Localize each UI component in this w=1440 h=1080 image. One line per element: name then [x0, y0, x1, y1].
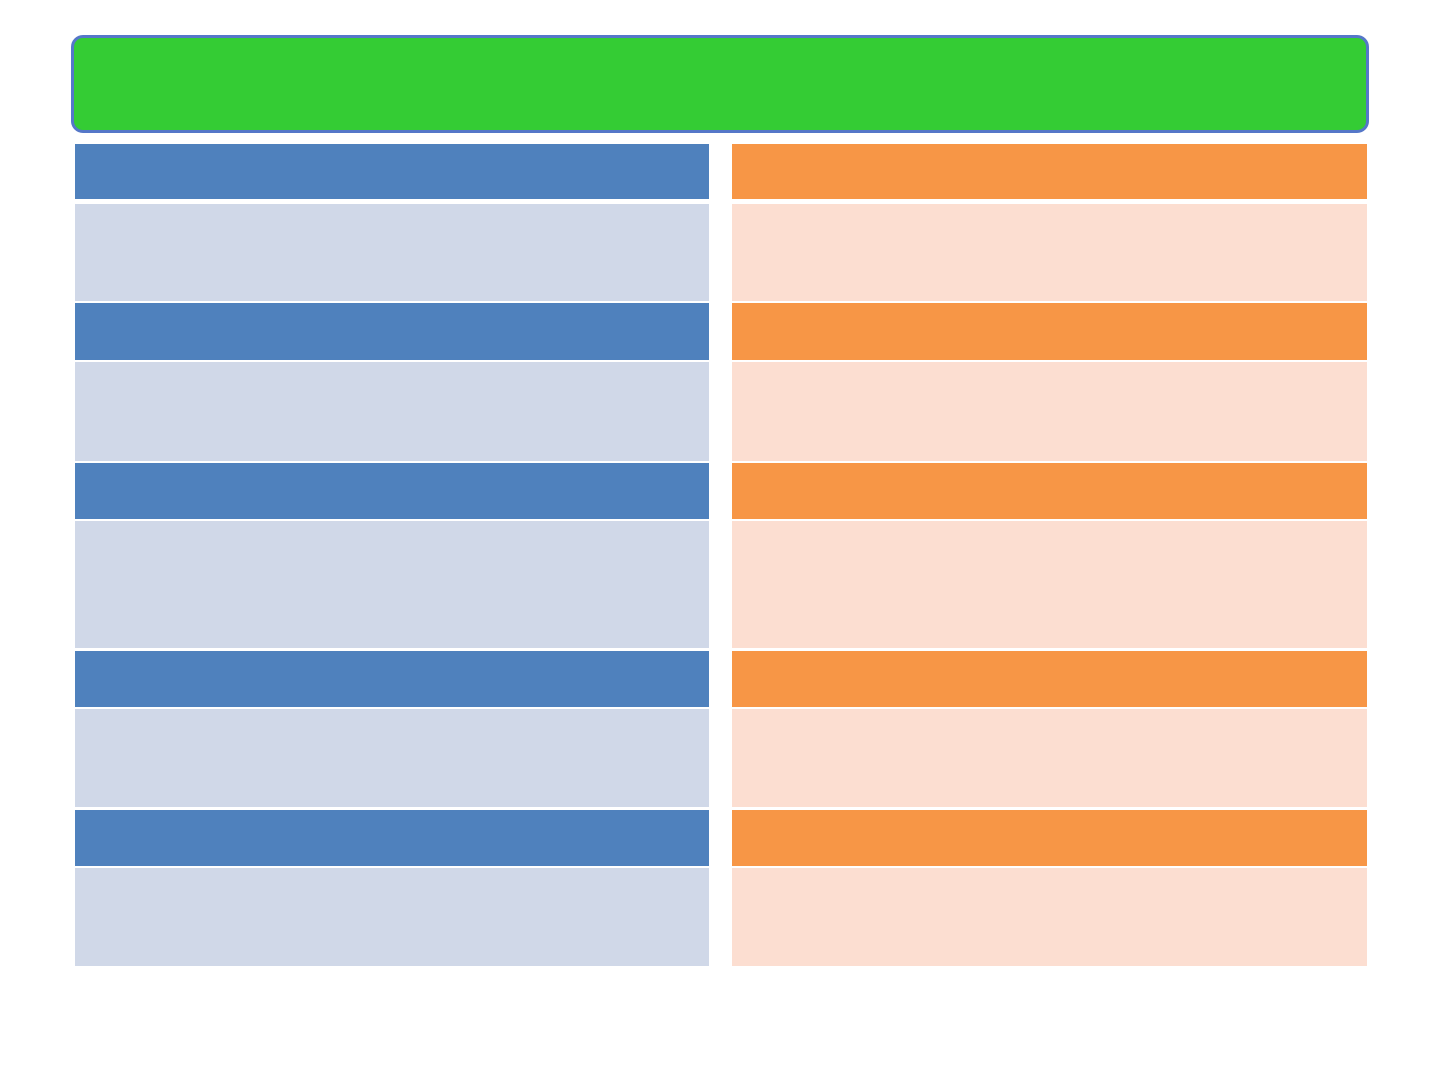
left-header: [75, 810, 709, 866]
left-header: [75, 463, 709, 519]
title-banner: [71, 35, 1369, 133]
right-header: [732, 303, 1367, 360]
left-header: [75, 144, 709, 199]
right-body: [732, 868, 1367, 966]
right-header: [732, 463, 1367, 519]
left-body: [75, 521, 709, 648]
right-header: [732, 810, 1367, 866]
right-body: [732, 521, 1367, 648]
right-body: [732, 362, 1367, 461]
left-body: [75, 204, 709, 301]
right-header: [732, 651, 1367, 707]
right-header: [732, 144, 1367, 199]
right-body: [732, 204, 1367, 301]
left-header: [75, 303, 709, 360]
left-body: [75, 868, 709, 966]
right-body: [732, 709, 1367, 807]
left-header: [75, 651, 709, 707]
left-body: [75, 362, 709, 461]
left-body: [75, 709, 709, 807]
